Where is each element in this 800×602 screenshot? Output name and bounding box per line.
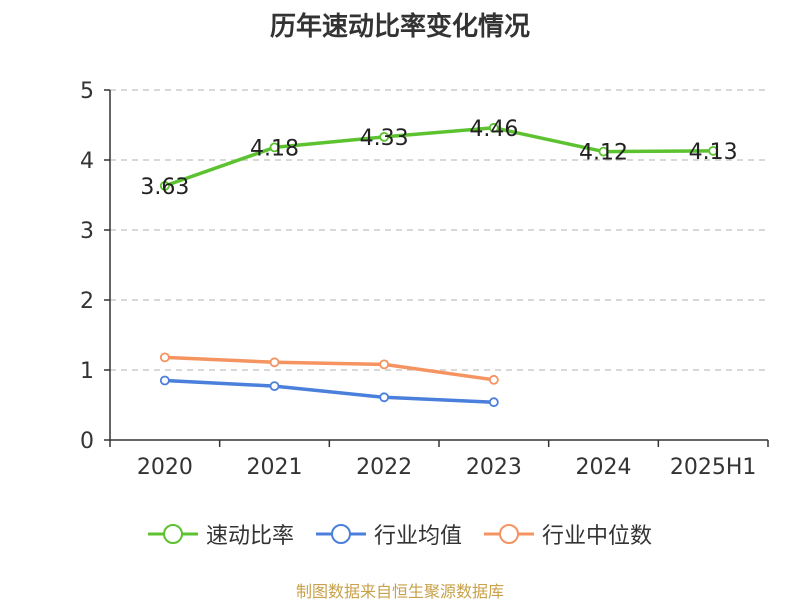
y-tick-label: 5 — [80, 79, 94, 104]
data-point — [379, 359, 390, 370]
data-label: 4.13 — [689, 140, 738, 165]
data-labels: 3.63 4.18 4.33 4.46 4.12 4.13 — [140, 117, 737, 200]
legend: 速动比率 行业均值 行业中位数 — [0, 518, 800, 550]
data-label: 3.63 — [140, 175, 189, 200]
data-point — [159, 180, 170, 191]
data-point — [488, 374, 499, 385]
legend-marker-icon — [315, 524, 366, 544]
series-line — [164, 126, 714, 188]
x-tick-label: 2020 — [137, 455, 193, 480]
legend-marker-icon — [484, 524, 534, 544]
series-line — [164, 378, 494, 404]
y-tick-label: 4 — [80, 149, 94, 174]
y-tick-label: 0 — [80, 429, 94, 454]
x-tick-label: 2025H1 — [670, 455, 757, 480]
data-point — [269, 381, 280, 392]
legend-item-quick-ratio[interactable]: 速动比率 — [147, 518, 294, 550]
data-label: 4.18 — [250, 136, 299, 161]
data-point — [598, 146, 609, 157]
x-tick-label: 2023 — [466, 455, 522, 480]
data-label: 4.33 — [360, 126, 409, 151]
data-point — [269, 357, 280, 368]
chart-title: 历年速动比率变化情况 — [269, 12, 530, 42]
x-tick-label: 2024 — [576, 455, 632, 480]
legend-item-industry-mean[interactable]: 行业均值 — [315, 518, 462, 550]
data-label: 4.46 — [469, 117, 518, 142]
data-point — [708, 145, 719, 156]
data-point — [488, 397, 499, 408]
data-point — [379, 131, 390, 142]
data-point — [269, 142, 280, 153]
legend-label: 行业均值 — [373, 524, 462, 549]
axes: 0 1 2 3 4 5 2020 2021 2022 2023 2024 2025H1 — [80, 79, 769, 480]
data-point — [488, 122, 499, 133]
y-tick-label: 1 — [80, 359, 94, 384]
y-tick-label: 3 — [80, 219, 94, 244]
data-point — [159, 375, 170, 386]
legend-label: 速动比率 — [205, 524, 294, 549]
source-note: 制图数据来自恒生聚源数据库 — [295, 582, 504, 601]
series-line — [164, 355, 495, 382]
legend-label: 行业中位数 — [542, 524, 653, 549]
y-tick-label: 2 — [80, 289, 94, 314]
data-point — [379, 392, 390, 403]
legend-item-industry-median[interactable]: 行业中位数 — [484, 518, 652, 550]
data-label: 4.12 — [579, 141, 628, 166]
x-tick-label: 2021 — [247, 455, 303, 480]
x-tick-label: 2022 — [356, 455, 412, 480]
data-point — [159, 352, 170, 363]
series-layer — [159, 122, 719, 408]
legend-marker-icon — [147, 524, 198, 544]
